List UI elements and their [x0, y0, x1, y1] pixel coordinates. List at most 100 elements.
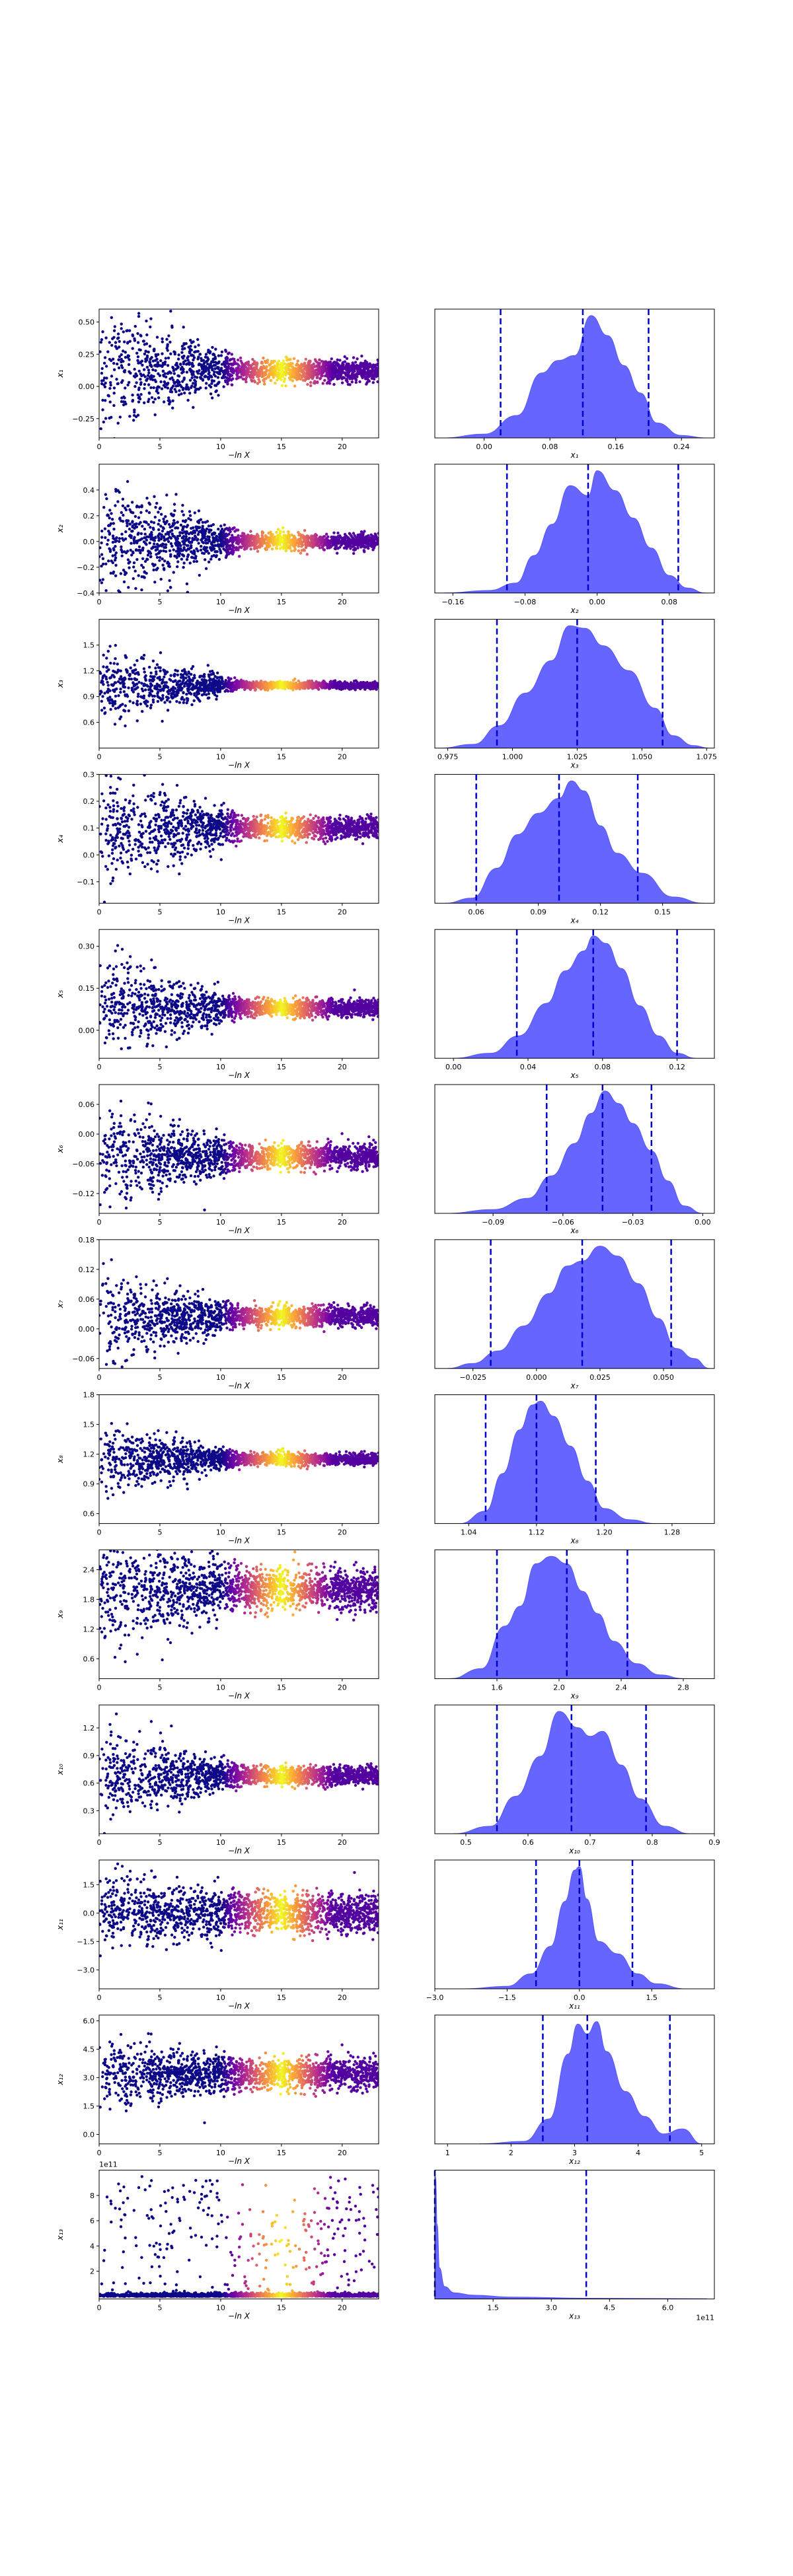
scatter-point — [204, 686, 208, 690]
scatter-point — [174, 555, 178, 558]
scatter-point — [155, 555, 159, 559]
scatter-point — [182, 370, 185, 373]
scatter-point — [363, 536, 366, 540]
scatter-y-tick-label: 0.4 — [83, 486, 95, 495]
scatter-point — [110, 512, 113, 515]
scatter-point — [370, 540, 373, 544]
scatter-point — [128, 566, 131, 569]
scatter-point — [121, 497, 125, 501]
scatter-point — [360, 354, 363, 358]
scatter-point — [106, 684, 110, 687]
scatter-point — [163, 568, 166, 571]
scatter-point — [122, 580, 126, 584]
scatter-point — [99, 555, 101, 558]
scatter-point — [153, 542, 156, 546]
scatter-point — [206, 541, 209, 545]
scatter-point — [132, 701, 135, 705]
scatter-point — [108, 357, 112, 361]
scatter-point — [241, 537, 245, 541]
scatter-point — [217, 394, 220, 397]
scatter-point — [189, 370, 193, 373]
scatter-point — [114, 504, 117, 507]
scatter-point — [179, 682, 183, 686]
scatter-point — [173, 680, 176, 683]
scatter-point — [224, 371, 227, 375]
scatter-point — [371, 381, 375, 384]
scatter-point — [290, 533, 293, 537]
scatter-point — [98, 282, 101, 285]
scatter-point — [155, 390, 159, 393]
scatter-point — [99, 670, 102, 674]
scatter-point — [164, 543, 168, 546]
scatter-point — [272, 359, 275, 363]
scatter-point — [145, 365, 149, 369]
scatter-point — [249, 530, 252, 533]
scatter-point — [239, 359, 243, 363]
scatter-point — [348, 537, 351, 541]
scatter-point — [108, 524, 112, 527]
scatter-point — [112, 570, 116, 574]
scatter-point — [319, 538, 322, 542]
scatter-point — [252, 547, 256, 550]
scatter-point — [186, 356, 189, 360]
scatter-point — [136, 671, 139, 674]
scatter-point — [118, 540, 121, 543]
scatter-point — [167, 396, 170, 400]
scatter-point — [326, 375, 330, 378]
scatter-point — [288, 542, 292, 545]
scatter-point — [141, 657, 145, 661]
scatter-point — [105, 376, 108, 380]
scatter-point — [193, 674, 196, 677]
scatter-point — [182, 668, 186, 671]
scatter-point — [162, 527, 165, 530]
scatter-point — [182, 684, 186, 688]
scatter-point — [257, 378, 260, 381]
scatter-point — [330, 357, 333, 361]
scatter-point — [153, 515, 157, 519]
scatter-point — [130, 501, 134, 504]
scatter-point — [128, 370, 131, 373]
scatter-point — [119, 690, 122, 694]
scatter-point — [178, 534, 182, 538]
scatter-point — [323, 535, 326, 538]
scatter-point — [204, 367, 208, 371]
scatter-point — [166, 709, 170, 712]
scatter-point — [296, 359, 299, 363]
scatter-point — [305, 369, 309, 373]
scatter-point — [152, 521, 156, 524]
scatter-point — [333, 681, 336, 685]
scatter-point — [187, 345, 190, 349]
scatter-point — [181, 503, 184, 507]
scatter-point — [324, 361, 328, 365]
scatter-x-tick-label: 20 — [338, 443, 347, 451]
scatter-point — [139, 393, 143, 396]
scatter-point — [375, 538, 379, 541]
posterior-x-tick-label: 0.00 — [476, 443, 492, 451]
scatter-point — [210, 365, 213, 368]
scatter-point — [172, 548, 175, 552]
scatter-point — [165, 684, 168, 688]
scatter-point — [155, 663, 159, 666]
scatter-point — [230, 383, 234, 386]
scatter-point — [163, 380, 166, 384]
scatter-point — [100, 709, 104, 712]
scatter-point — [136, 695, 140, 698]
scatter-point — [131, 334, 135, 338]
scatter-point — [303, 367, 307, 370]
scatter-point — [112, 361, 116, 365]
scatter-point — [321, 546, 324, 550]
scatter-point — [208, 384, 211, 387]
scatter-point — [149, 520, 153, 524]
scatter-point — [197, 343, 200, 347]
scatter-point — [100, 564, 103, 568]
scatter-point — [148, 665, 151, 669]
scatter-point — [211, 361, 215, 364]
scatter-point — [187, 532, 191, 536]
scatter-point — [231, 371, 235, 375]
scatter-point — [139, 361, 142, 364]
scatter-point — [212, 544, 215, 548]
scatter-point — [168, 565, 171, 568]
scatter-point — [254, 540, 258, 543]
scatter-point — [245, 369, 248, 372]
scatter-point — [301, 534, 305, 537]
